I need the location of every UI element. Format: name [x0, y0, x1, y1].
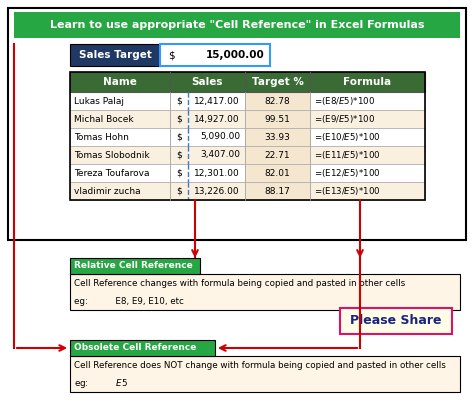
Text: =(E10/$E$5)*100: =(E10/$E$5)*100 — [314, 131, 381, 143]
Text: 12,417.00: 12,417.00 — [194, 96, 240, 105]
Text: =(E13/$E$5)*100: =(E13/$E$5)*100 — [314, 185, 381, 197]
Bar — [245, 92, 310, 110]
Text: $: $ — [176, 169, 182, 178]
Bar — [245, 110, 310, 128]
Text: 5,090.00: 5,090.00 — [200, 133, 240, 141]
Bar — [70, 110, 170, 128]
Bar — [8, 8, 466, 240]
Text: $: $ — [176, 187, 182, 196]
Text: Name: Name — [103, 77, 137, 87]
Text: 88.17: 88.17 — [264, 187, 291, 196]
Bar — [160, 44, 270, 66]
Text: Target %: Target % — [252, 77, 303, 87]
Text: $: $ — [168, 50, 174, 60]
Text: 82.78: 82.78 — [264, 96, 291, 105]
Bar — [310, 182, 425, 200]
Text: 15,000.00: 15,000.00 — [206, 50, 265, 60]
Bar — [340, 308, 452, 334]
Bar — [70, 128, 170, 146]
Bar — [245, 146, 310, 164]
Text: Tomas Slobodnik: Tomas Slobodnik — [74, 150, 150, 159]
Bar — [170, 164, 245, 182]
Text: Obsolete Cell Reference: Obsolete Cell Reference — [74, 344, 196, 353]
Bar — [170, 128, 245, 146]
Bar — [170, 110, 245, 128]
Bar — [310, 164, 425, 182]
Bar — [70, 182, 170, 200]
Text: 14,927.00: 14,927.00 — [194, 115, 240, 124]
Text: 12,301.00: 12,301.00 — [194, 169, 240, 178]
Text: 3,407.00: 3,407.00 — [200, 150, 240, 159]
Bar — [14, 12, 460, 38]
Text: Please Share: Please Share — [350, 314, 442, 328]
Text: Relative Cell Reference: Relative Cell Reference — [74, 262, 193, 271]
Text: $: $ — [176, 133, 182, 141]
Text: Tereza Toufarova: Tereza Toufarova — [74, 169, 149, 178]
Text: 13,226.00: 13,226.00 — [194, 187, 240, 196]
Text: eg:          E8, E9, E10, etc: eg: E8, E9, E10, etc — [74, 297, 184, 306]
Bar — [245, 182, 310, 200]
Text: Sales Target: Sales Target — [79, 50, 151, 60]
Text: $: $ — [176, 96, 182, 105]
Bar — [170, 182, 245, 200]
Bar — [70, 72, 425, 92]
Bar — [70, 92, 170, 110]
Text: =(E12/$E$5)*100: =(E12/$E$5)*100 — [314, 167, 381, 179]
Bar — [245, 128, 310, 146]
Bar — [70, 258, 200, 274]
Text: Tomas Hohn: Tomas Hohn — [74, 133, 129, 141]
Text: Cell Reference does NOT change with formula being copied and pasted in other cel: Cell Reference does NOT change with form… — [74, 360, 446, 370]
Text: 99.51: 99.51 — [264, 115, 291, 124]
Bar — [70, 44, 160, 66]
Text: 22.71: 22.71 — [264, 150, 290, 159]
Bar — [310, 92, 425, 110]
Text: 33.93: 33.93 — [264, 133, 291, 141]
Text: Lukas Palaj: Lukas Palaj — [74, 96, 124, 105]
Text: 82.01: 82.01 — [264, 169, 291, 178]
Text: =(E8/$E$5)*100: =(E8/$E$5)*100 — [314, 95, 375, 107]
Text: $: $ — [176, 115, 182, 124]
Text: vladimir zucha: vladimir zucha — [74, 187, 141, 196]
Bar — [70, 340, 215, 356]
Bar — [310, 146, 425, 164]
Text: =(E9/$E$5)*100: =(E9/$E$5)*100 — [314, 113, 375, 125]
Bar — [170, 92, 245, 110]
Bar — [70, 146, 170, 164]
Bar — [245, 164, 310, 182]
Text: Cell Reference changes with formula being copied and pasted in other cells: Cell Reference changes with formula bein… — [74, 279, 405, 288]
Bar — [70, 274, 460, 310]
Bar — [70, 164, 170, 182]
Text: $: $ — [176, 150, 182, 159]
Bar — [70, 356, 460, 392]
Bar — [70, 72, 425, 200]
Text: eg:          $E$5: eg: $E$5 — [74, 377, 128, 389]
Bar — [310, 128, 425, 146]
Text: Sales: Sales — [192, 77, 223, 87]
Text: Formula: Formula — [344, 77, 392, 87]
Bar — [310, 110, 425, 128]
Text: =(E11/$E$5)*100: =(E11/$E$5)*100 — [314, 149, 381, 161]
Text: Learn to use appropriate "Cell Reference" in Excel Formulas: Learn to use appropriate "Cell Reference… — [50, 20, 424, 30]
Text: Michal Bocek: Michal Bocek — [74, 115, 134, 124]
Bar — [170, 146, 245, 164]
